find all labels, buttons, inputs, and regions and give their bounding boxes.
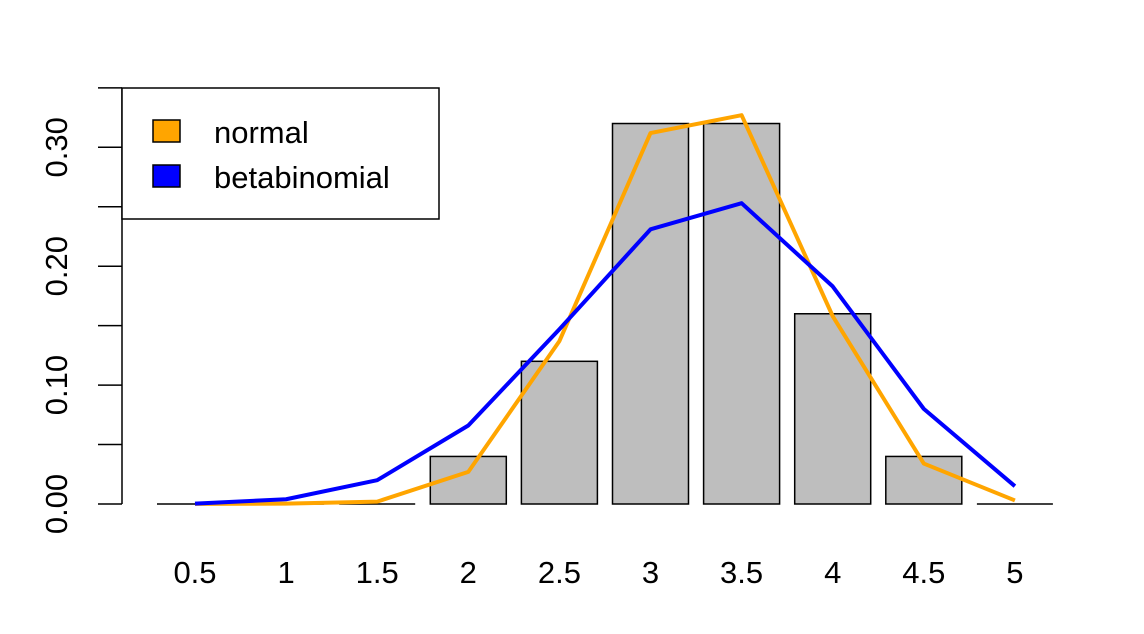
x-tick-label: 0.5: [173, 555, 216, 590]
y-tick-label: 0.20: [39, 236, 74, 296]
x-tick-label: 5: [1006, 555, 1023, 590]
x-axis-labels: 0.5 1 1.5 2 2.5 3 3.5 4 4.5 5: [173, 555, 1023, 590]
x-tick-label: 1.5: [356, 555, 399, 590]
legend-label-betabinomial: betabinomial: [214, 160, 390, 195]
y-tick-label: 0.30: [39, 117, 74, 177]
legend: normal betabinomial: [121, 87, 440, 220]
x-tick-label: 3.5: [720, 555, 763, 590]
x-tick-label: 4: [824, 555, 841, 590]
bar-3.5: [702, 122, 781, 505]
x-tick-label: 4.5: [902, 555, 945, 590]
bar-4.5: [885, 455, 963, 505]
lines-group: [194, 113, 1017, 506]
line-betabinomial: [194, 201, 1017, 506]
y-tick-label: 0.00: [39, 474, 74, 534]
line-normal: [194, 113, 1016, 506]
legend-label-normal: normal: [214, 115, 309, 150]
y-tick-label: 0.10: [39, 355, 74, 415]
y-axis: 0.00 0.10 0.20 0.30: [39, 87, 123, 534]
legend-swatch-betabinomial: [152, 164, 181, 188]
bar-3: [611, 122, 690, 505]
x-tick-label: 2.5: [538, 555, 581, 590]
bar-2.5: [520, 360, 599, 505]
x-tick-label: 2: [460, 555, 477, 590]
bars-group: [157, 122, 1053, 505]
legend-swatch-normal: [152, 119, 181, 143]
x-tick-label: 3: [642, 555, 659, 590]
bar-4: [793, 313, 872, 505]
legend-box: [121, 87, 440, 220]
x-tick-label: 1: [277, 555, 294, 590]
